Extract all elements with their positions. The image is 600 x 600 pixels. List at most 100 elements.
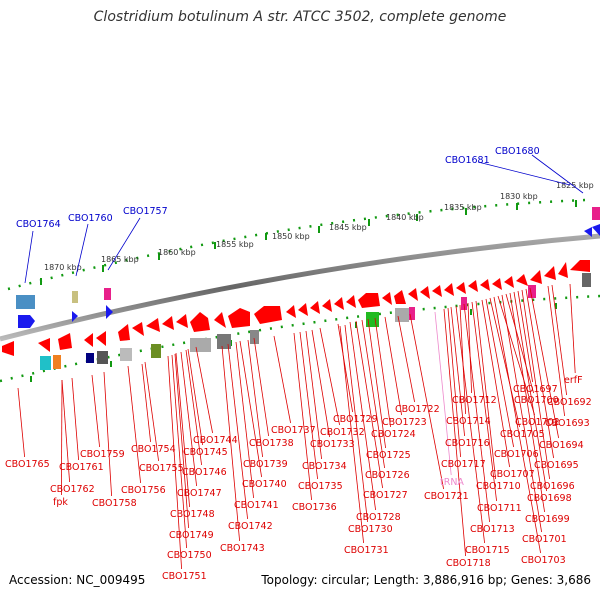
gene-label[interactable]: CBO1722 <box>395 404 440 415</box>
gene-label[interactable]: CBO1761 <box>59 462 104 473</box>
gene-label[interactable]: CBO1697 <box>513 384 558 395</box>
gene-label[interactable]: CBO1692 <box>547 397 592 408</box>
reverse-gene-arrow <box>570 260 590 272</box>
gene-label[interactable]: CBO1695 <box>534 460 579 471</box>
gene-label[interactable]: CBO1707 <box>490 469 535 480</box>
gene-label[interactable]: CBO1706 <box>494 449 539 460</box>
gene-label[interactable]: CBO1751 <box>162 571 207 582</box>
gene-label[interactable]: CBO1715 <box>465 545 510 556</box>
gene-label[interactable]: CBO1702 <box>515 417 560 428</box>
gene-label[interactable]: CBO1747 <box>177 488 222 499</box>
gene-label[interactable]: CBO1742 <box>228 521 273 532</box>
reverse-gene-arrow <box>334 297 344 310</box>
gene-label[interactable]: CBO1734 <box>302 461 347 472</box>
gene-box <box>461 297 467 310</box>
gene-label[interactable]: CBO1729 <box>333 414 378 425</box>
gene-label[interactable]: CBO1759 <box>80 449 125 460</box>
gene-label[interactable]: CBO1712 <box>452 395 497 406</box>
gene-label[interactable]: CBO1731 <box>344 545 389 556</box>
gene-label[interactable]: CBO1746 <box>182 467 227 478</box>
gene-box <box>72 291 78 303</box>
leader-line <box>509 292 545 513</box>
gene-label[interactable]: CBO1714 <box>446 416 491 427</box>
gene-label[interactable]: CBO1728 <box>356 512 401 523</box>
gene-label[interactable]: CBO1725 <box>366 450 411 461</box>
gene-label[interactable]: CBO1765 <box>5 459 50 470</box>
gene-box <box>16 295 35 309</box>
leader-line <box>434 311 452 476</box>
leader-line <box>180 351 197 487</box>
top-label[interactable]: CBO1757 <box>123 206 168 217</box>
gene-label[interactable]: CBO1739 <box>243 459 288 470</box>
gene-label[interactable]: CBO1754 <box>131 444 176 455</box>
gene-label[interactable]: CBO1703 <box>521 555 566 566</box>
gene-label[interactable]: CBO1699 <box>525 514 570 525</box>
gene-label[interactable]: CBO1717 <box>441 459 486 470</box>
gene-label[interactable]: CBO1705 <box>500 429 545 440</box>
leader-line <box>171 354 187 549</box>
gene-label[interactable]: CBO1737 <box>271 425 316 436</box>
gene-label[interactable]: CBO1711 <box>477 503 522 514</box>
gene-box <box>40 356 51 370</box>
gene-label[interactable]: CBO1716 <box>445 438 490 449</box>
gene-label[interactable]: CBO1735 <box>298 481 343 492</box>
gene-label[interactable]: CBO1750 <box>167 550 212 561</box>
gene-label[interactable]: CBO1700 <box>514 395 559 406</box>
reverse-gene-arrow <box>322 299 332 312</box>
gene-label[interactable]: CBO1698 <box>527 493 572 504</box>
top-label[interactable]: CBO1681 <box>445 155 490 166</box>
reverse-gene-arrow <box>382 292 392 305</box>
gene-label[interactable]: CBO1756 <box>121 485 166 496</box>
reverse-gene-arrow <box>444 283 454 296</box>
gene-label[interactable]: CBO1736 <box>292 502 337 513</box>
gene-label[interactable]: CBO1710 <box>476 481 521 492</box>
gene-label[interactable]: CBO1724 <box>371 429 416 440</box>
gene-label[interactable]: CBO1727 <box>363 490 408 501</box>
gene-label[interactable]: fpk <box>53 497 68 508</box>
gene-box <box>217 334 231 349</box>
reverse-gene-arrow <box>286 305 296 318</box>
gene-label[interactable]: CBO1762 <box>50 484 95 495</box>
gene-label[interactable]: CBO1693 <box>545 418 590 429</box>
gene-label[interactable]: CBO1755 <box>139 463 184 474</box>
leader-line <box>455 305 485 544</box>
gene-label[interactable]: CBO1745 <box>183 447 228 458</box>
gene-label[interactable]: CBO1733 <box>310 439 355 450</box>
gene-label[interactable]: CBO1721 <box>424 491 469 502</box>
leader-line <box>463 303 490 523</box>
gene-label[interactable]: CBO1738 <box>249 438 294 449</box>
leader-line <box>239 340 262 478</box>
gene-label[interactable]: CBO1730 <box>348 524 393 535</box>
gene-label[interactable]: CBO1741 <box>234 500 279 511</box>
leader-line <box>551 284 567 396</box>
gene-label[interactable]: CBO1701 <box>522 534 567 545</box>
leader-line <box>505 293 534 394</box>
top-label[interactable]: CBO1680 <box>495 146 540 157</box>
gene-box <box>582 273 591 287</box>
leader-line <box>525 288 554 459</box>
gene-box <box>151 344 161 358</box>
gene-label[interactable]: CBO1748 <box>170 509 215 520</box>
gene-label[interactable]: CBO1718 <box>446 558 491 569</box>
leader-line <box>481 299 510 468</box>
leader-line <box>409 313 444 490</box>
gene-label[interactable]: CBO1758 <box>92 498 137 509</box>
top-label[interactable]: CBO1760 <box>68 213 113 224</box>
gene-label[interactable]: CBO1694 <box>539 440 584 451</box>
gene-label[interactable]: CBO1743 <box>220 543 265 554</box>
leader-line <box>521 289 550 480</box>
gene-label[interactable]: CBO1726 <box>365 470 410 481</box>
bottom-leader-lines <box>17 283 576 570</box>
gene-label[interactable]: CBO1740 <box>242 479 287 490</box>
gene-label[interactable]: CBO1696 <box>530 481 575 492</box>
gene-label[interactable]: CBO1749 <box>169 530 214 541</box>
gene-label[interactable]: CBO1732 <box>320 427 365 438</box>
forward-gene-arrow <box>106 305 113 319</box>
gene-label[interactable]: CBO1744 <box>193 435 238 446</box>
top-label[interactable]: CBO1764 <box>16 219 61 230</box>
gene-label[interactable]: CBO1723 <box>382 417 427 428</box>
gene-label[interactable]: tRNA <box>440 477 464 488</box>
gene-label[interactable]: CBO1713 <box>470 524 515 535</box>
reverse-gene-arrow <box>558 262 568 278</box>
gene-label[interactable]: erfF <box>564 375 583 386</box>
